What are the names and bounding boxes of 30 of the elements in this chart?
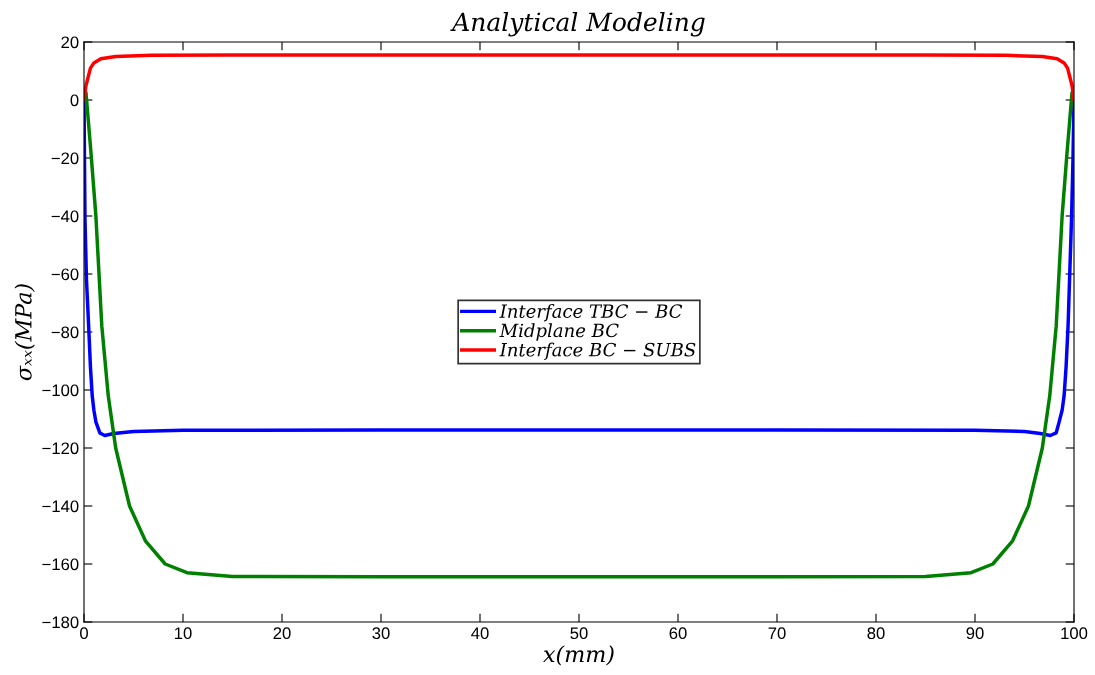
y-tick-label: −140	[42, 500, 79, 513]
x-tick-label: 70	[768, 627, 786, 640]
y-tick-label: 20	[61, 36, 79, 49]
x-tick-label: 80	[867, 627, 885, 640]
x-tick-label: 20	[273, 627, 291, 640]
x-tick-label: 0	[80, 627, 88, 640]
x-tick-label: 30	[372, 627, 390, 640]
x-tick-label: 60	[669, 627, 687, 640]
x-axis-title: x(mm)	[543, 645, 614, 666]
y-tick-label: −160	[42, 558, 79, 571]
x-tick-label: 10	[175, 627, 192, 640]
x-tick-label: 90	[966, 627, 984, 640]
x-tick-label: 50	[570, 627, 588, 640]
x-tick-label: 100	[1061, 627, 1088, 640]
y-tick-label: 0	[70, 94, 79, 107]
line-series	[84, 53, 1074, 102]
legend-label: Interface BC − SUBS	[499, 342, 696, 361]
x-tick-label: 40	[471, 627, 489, 640]
chart-title: Analytical Modeling	[450, 11, 705, 37]
y-tick-label: −60	[51, 268, 79, 281]
y-tick-label: −100	[42, 384, 79, 397]
y-tick-label: −80	[51, 326, 79, 339]
y-tick-label: −40	[51, 210, 79, 223]
y-tick-label: −180	[42, 616, 79, 629]
y-tick-label: −20	[51, 152, 79, 165]
line-series	[84, 91, 1074, 579]
legend-label: Midplane BC	[499, 323, 619, 341]
y-tick-label: −120	[42, 442, 79, 455]
legend-label: Interface TBC − BC	[499, 303, 683, 322]
y-axis-title: σₓₓ(MPa)	[14, 284, 35, 381]
